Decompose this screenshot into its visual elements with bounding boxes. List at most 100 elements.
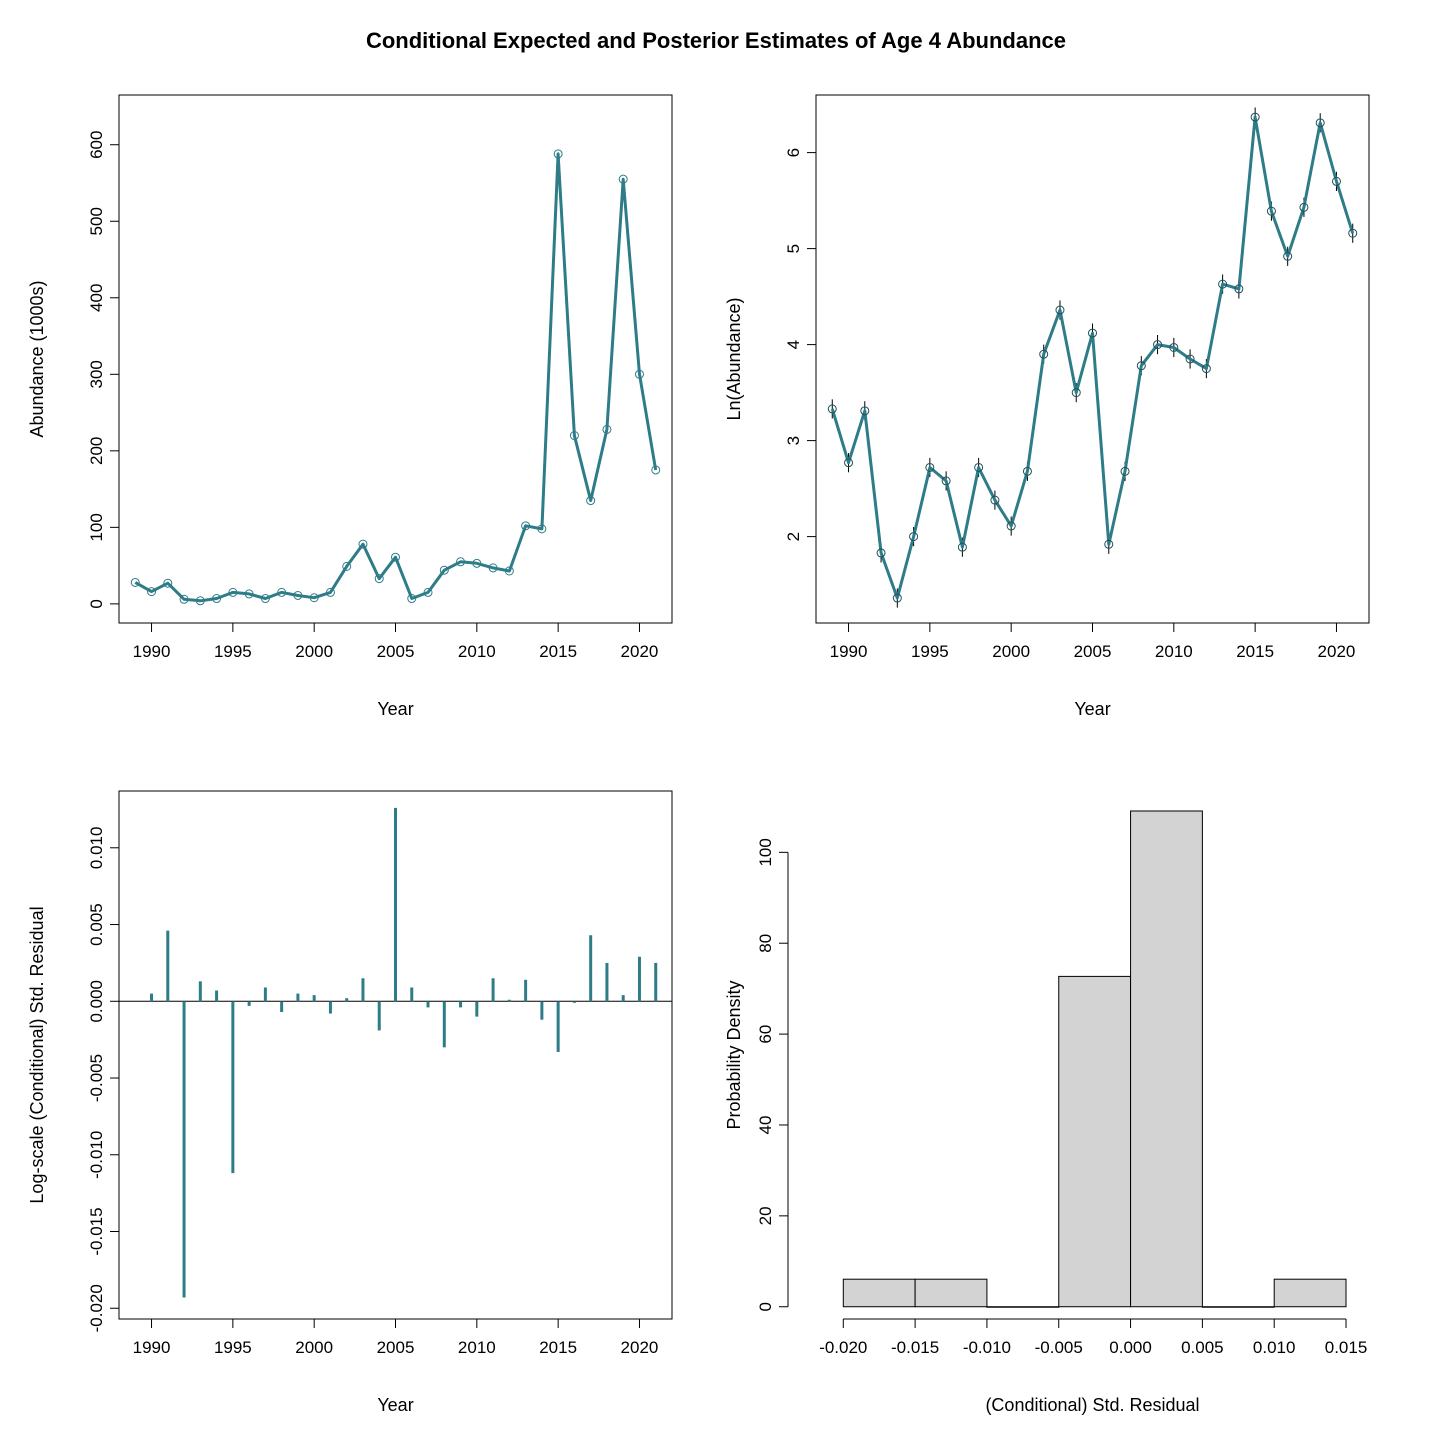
x-tick-label: 2015 <box>539 642 577 661</box>
data-point <box>909 532 919 542</box>
figure-title: Conditional Expected and Posterior Estim… <box>366 28 1066 53</box>
data-point <box>1201 364 1211 374</box>
data-point <box>1185 354 1195 364</box>
data-point <box>1153 340 1163 350</box>
data-point <box>1299 202 1309 212</box>
data-point <box>423 587 433 597</box>
data-point <box>309 593 319 603</box>
histogram-bar <box>1201 1306 1275 1308</box>
y-tick-label: 4 <box>784 340 803 349</box>
residual-histogram-panel: -0.020 -0.015 -0.010 -0.005 0.000 0.005 0.010 0… <box>724 810 1367 1415</box>
series-line <box>134 152 658 603</box>
histogram-bar <box>1130 810 1203 1308</box>
data-point <box>488 563 498 573</box>
data-point <box>844 458 854 468</box>
y-tick-label: 2 <box>784 532 803 541</box>
x-tick-label: 0.000 <box>1109 1338 1152 1357</box>
x-tick-label: 2000 <box>295 642 333 661</box>
x-tick-label: 1990 <box>830 642 868 661</box>
y-tick-label: 0.010 <box>87 827 106 870</box>
data-point <box>651 465 661 475</box>
data-point <box>1218 279 1228 289</box>
y-tick-label: 0 <box>756 1302 775 1311</box>
data-point <box>602 424 612 434</box>
data-point <box>1266 206 1276 216</box>
x-axis-label: (Conditional) Std. Residual <box>985 1395 1199 1415</box>
data-point <box>1071 388 1081 398</box>
data-point <box>1039 349 1049 359</box>
y-tick-label: 100 <box>756 838 775 866</box>
x-tick-label: 2020 <box>1318 642 1356 661</box>
y-tick-label: 40 <box>756 1116 775 1135</box>
data-point <box>1234 284 1244 294</box>
y-tick-label: 3 <box>784 436 803 445</box>
histogram-bar <box>914 1278 988 1308</box>
x-tick-label: 2005 <box>377 1338 415 1357</box>
data-point <box>179 594 189 604</box>
data-point <box>1315 118 1325 128</box>
x-tick-label: -0.010 <box>963 1338 1011 1357</box>
y-tick-label: 0.005 <box>87 903 106 946</box>
data-point <box>374 574 384 584</box>
x-tick-label: 2000 <box>992 642 1030 661</box>
plot-frame <box>815 94 1370 624</box>
data-point <box>1104 539 1114 549</box>
data-point <box>1136 361 1146 371</box>
histogram-bar <box>986 1306 1060 1308</box>
series-line <box>830 115 1355 600</box>
residual-panel: 1990 1995 2000 2005 2010 2015 2020 -0.020 -0.015… <box>27 790 673 1415</box>
data-point <box>342 561 352 571</box>
y-tick-label: -0.020 <box>87 1284 106 1332</box>
x-tick-label: 2010 <box>458 1338 496 1357</box>
y-tick-label: 600 <box>87 131 106 159</box>
x-tick-label: 0.005 <box>1181 1338 1224 1357</box>
y-tick-label: 300 <box>87 360 106 388</box>
data-point <box>1006 521 1016 531</box>
data-point <box>974 462 984 472</box>
data-point <box>1055 305 1065 315</box>
data-point <box>957 542 967 552</box>
y-tick-label: 0.000 <box>87 980 106 1023</box>
data-point <box>1169 342 1179 352</box>
data-point <box>941 476 951 486</box>
data-point <box>293 590 303 600</box>
histogram-bar <box>1058 975 1132 1308</box>
abundance-panel: 1990 1995 2000 2005 2010 2015 2020 0 100 200 300 40… <box>27 94 673 719</box>
x-tick-label: 2010 <box>458 642 496 661</box>
x-tick-label: 1990 <box>133 1338 171 1357</box>
histogram-bar <box>1273 1278 1347 1308</box>
data-point <box>1120 466 1130 476</box>
y-tick-label: 6 <box>784 148 803 157</box>
log-abundance-panel: 1990 1995 2000 2005 2010 2015 2020 2 3 4 5 6 Year Ln(… <box>724 94 1370 719</box>
data-point <box>876 548 886 558</box>
data-point <box>1022 466 1032 476</box>
data-point <box>634 369 644 379</box>
data-point <box>1250 112 1260 122</box>
x-tick-label: 2005 <box>1074 642 1112 661</box>
data-point <box>521 521 531 531</box>
data-point <box>553 149 563 159</box>
data-point <box>277 587 287 597</box>
data-point <box>147 587 157 597</box>
data-point <box>860 406 870 416</box>
data-point <box>925 462 935 472</box>
data-point <box>537 524 547 534</box>
x-tick-label: 1995 <box>911 642 949 661</box>
y-axis-label: Ln(Abundance) <box>724 297 744 420</box>
x-axis-label: Year <box>377 699 413 719</box>
data-point <box>1348 228 1358 238</box>
x-tick-label: -0.015 <box>891 1338 939 1357</box>
y-axis-label: Abundance (1000s) <box>27 280 47 437</box>
data-point <box>244 589 254 599</box>
data-point <box>163 578 173 588</box>
x-tick-label: 2015 <box>1236 642 1274 661</box>
data-point <box>618 174 628 184</box>
data-point <box>569 431 579 441</box>
data-point <box>1088 328 1097 338</box>
data-point <box>195 596 205 606</box>
y-tick-label: 0 <box>87 599 106 608</box>
data-point <box>407 594 417 604</box>
data-point <box>1331 176 1341 186</box>
x-tick-label: 2000 <box>295 1338 333 1357</box>
data-point <box>456 557 466 567</box>
